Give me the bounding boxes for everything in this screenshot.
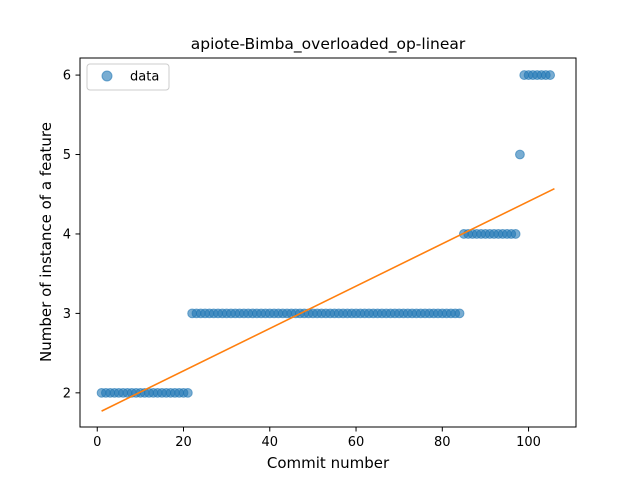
x-tick-label: 60	[348, 435, 365, 450]
x-tick-label: 0	[93, 435, 101, 450]
y-axis-label: Number of instance of a feature	[37, 122, 55, 362]
y-tick-label: 6	[63, 69, 71, 84]
fit-layer	[101, 187, 555, 412]
plot-frame	[79, 57, 577, 428]
chart-title: apiote-Bimba_overloaded_op-linear	[191, 35, 466, 54]
y-tick-label: 2	[63, 386, 71, 401]
data-point-20	[182, 387, 193, 398]
x-axis-label: Commit number	[267, 454, 390, 472]
y-tick-label: 5	[63, 148, 71, 163]
x-tick-label: 100	[516, 435, 541, 450]
linear-fit-line	[101, 187, 555, 412]
data-point-96	[510, 229, 521, 239]
x-tick-label: 40	[262, 435, 279, 450]
legend-entry-data: data	[130, 70, 159, 85]
data-point-97	[515, 149, 525, 160]
plot-area	[80, 58, 576, 427]
data-point-83	[454, 308, 465, 319]
x-axis-ticks: 0 20 40 60 80 100	[93, 427, 541, 450]
legend-marker	[101, 70, 113, 82]
y-axis-ticks: 2 3 4 5 6	[63, 69, 80, 401]
x-tick-label: 80	[434, 435, 451, 450]
legend: data	[86, 63, 170, 91]
legend-frame	[86, 63, 170, 91]
data-point-104	[545, 70, 556, 80]
y-tick-label: 3	[63, 307, 71, 322]
y-tick-label: 4	[63, 227, 71, 242]
x-tick-label: 20	[175, 435, 192, 450]
